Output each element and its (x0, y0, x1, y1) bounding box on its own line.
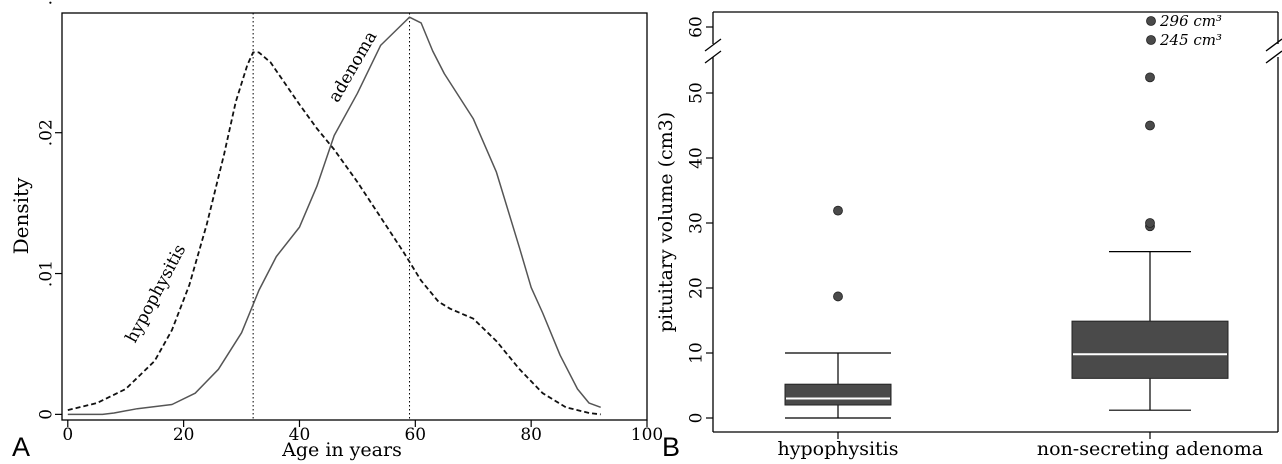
density-series-label: hypophysitis (122, 241, 190, 346)
outlier-point (1145, 218, 1155, 228)
boxplot-y-tick-label: 20 (687, 277, 707, 299)
boxplot-y-tick-label: 40 (687, 147, 707, 169)
outlier-point (1145, 72, 1155, 83)
density-x-tick-label: 0 (62, 425, 73, 445)
outlier-label: 245 cm³ (1159, 31, 1222, 49)
panel-letter-b: B (662, 432, 680, 462)
density-chart: Age in years Density 0 20 40 60 80 100 0 .01 .0… (9, 0, 663, 461)
boxplot-y-tick-label: 10 (687, 342, 707, 364)
boxplot-y-tick-label: 0 (687, 413, 707, 424)
density-series-label: adenoma (325, 28, 382, 106)
outlier-point (833, 291, 843, 302)
density-x-tick-label: 20 (173, 425, 195, 445)
outlier-point (833, 205, 843, 216)
density-x-tick-label: 80 (520, 425, 542, 445)
axis-break-mark-right-2 (1265, 50, 1282, 64)
density-x-axis-title: Age in years (281, 439, 402, 461)
density-y-tick-label: 0 (37, 409, 57, 420)
outlier-label: 296 cm³ (1159, 12, 1222, 30)
axis-break-mark-left-2 (704, 50, 722, 64)
density-y-tick-label: .02 (37, 119, 57, 146)
outlier-point (1145, 120, 1155, 131)
panel-letter-a: A (12, 432, 30, 462)
density-x-tick-label: 40 (289, 425, 311, 445)
axis-break-mark-left-1 (704, 38, 722, 52)
outlier-point-labeled (1146, 16, 1156, 26)
boxplot-y-axis-title: pituitary volume (cm3) (655, 112, 677, 332)
density-series-adenoma (67, 16, 601, 416)
density-plot-frame (61, 12, 648, 421)
density-y-tick-label: .03 (37, 0, 57, 5)
density-series-hypophysitis (67, 51, 601, 416)
box-iqr-adenoma (1071, 320, 1229, 379)
boxplot-y-tick-label: 50 (687, 82, 707, 104)
boxplot-category-label: hypophysitis (778, 438, 899, 460)
density-x-tick-label: 60 (404, 425, 426, 445)
outlier-point-labeled (1146, 35, 1156, 45)
box-iqr-hypophysitis (784, 383, 892, 406)
boxplot-y-tick-label: 60 (687, 16, 707, 38)
boxplot-chart: pituitary volume (cm3) 0 10 20 30 40 50 60 hyp… (655, 11, 1282, 460)
density-x-tick-label: 100 (631, 425, 663, 445)
density-y-axis-title: Density (9, 177, 33, 254)
boxplot-category-label: non-secreting adenoma (1037, 438, 1263, 460)
axis-break-mark-right-1 (1265, 38, 1282, 52)
boxplot-y-tick-label: 30 (687, 212, 707, 234)
density-y-tick-label: .01 (37, 260, 57, 287)
